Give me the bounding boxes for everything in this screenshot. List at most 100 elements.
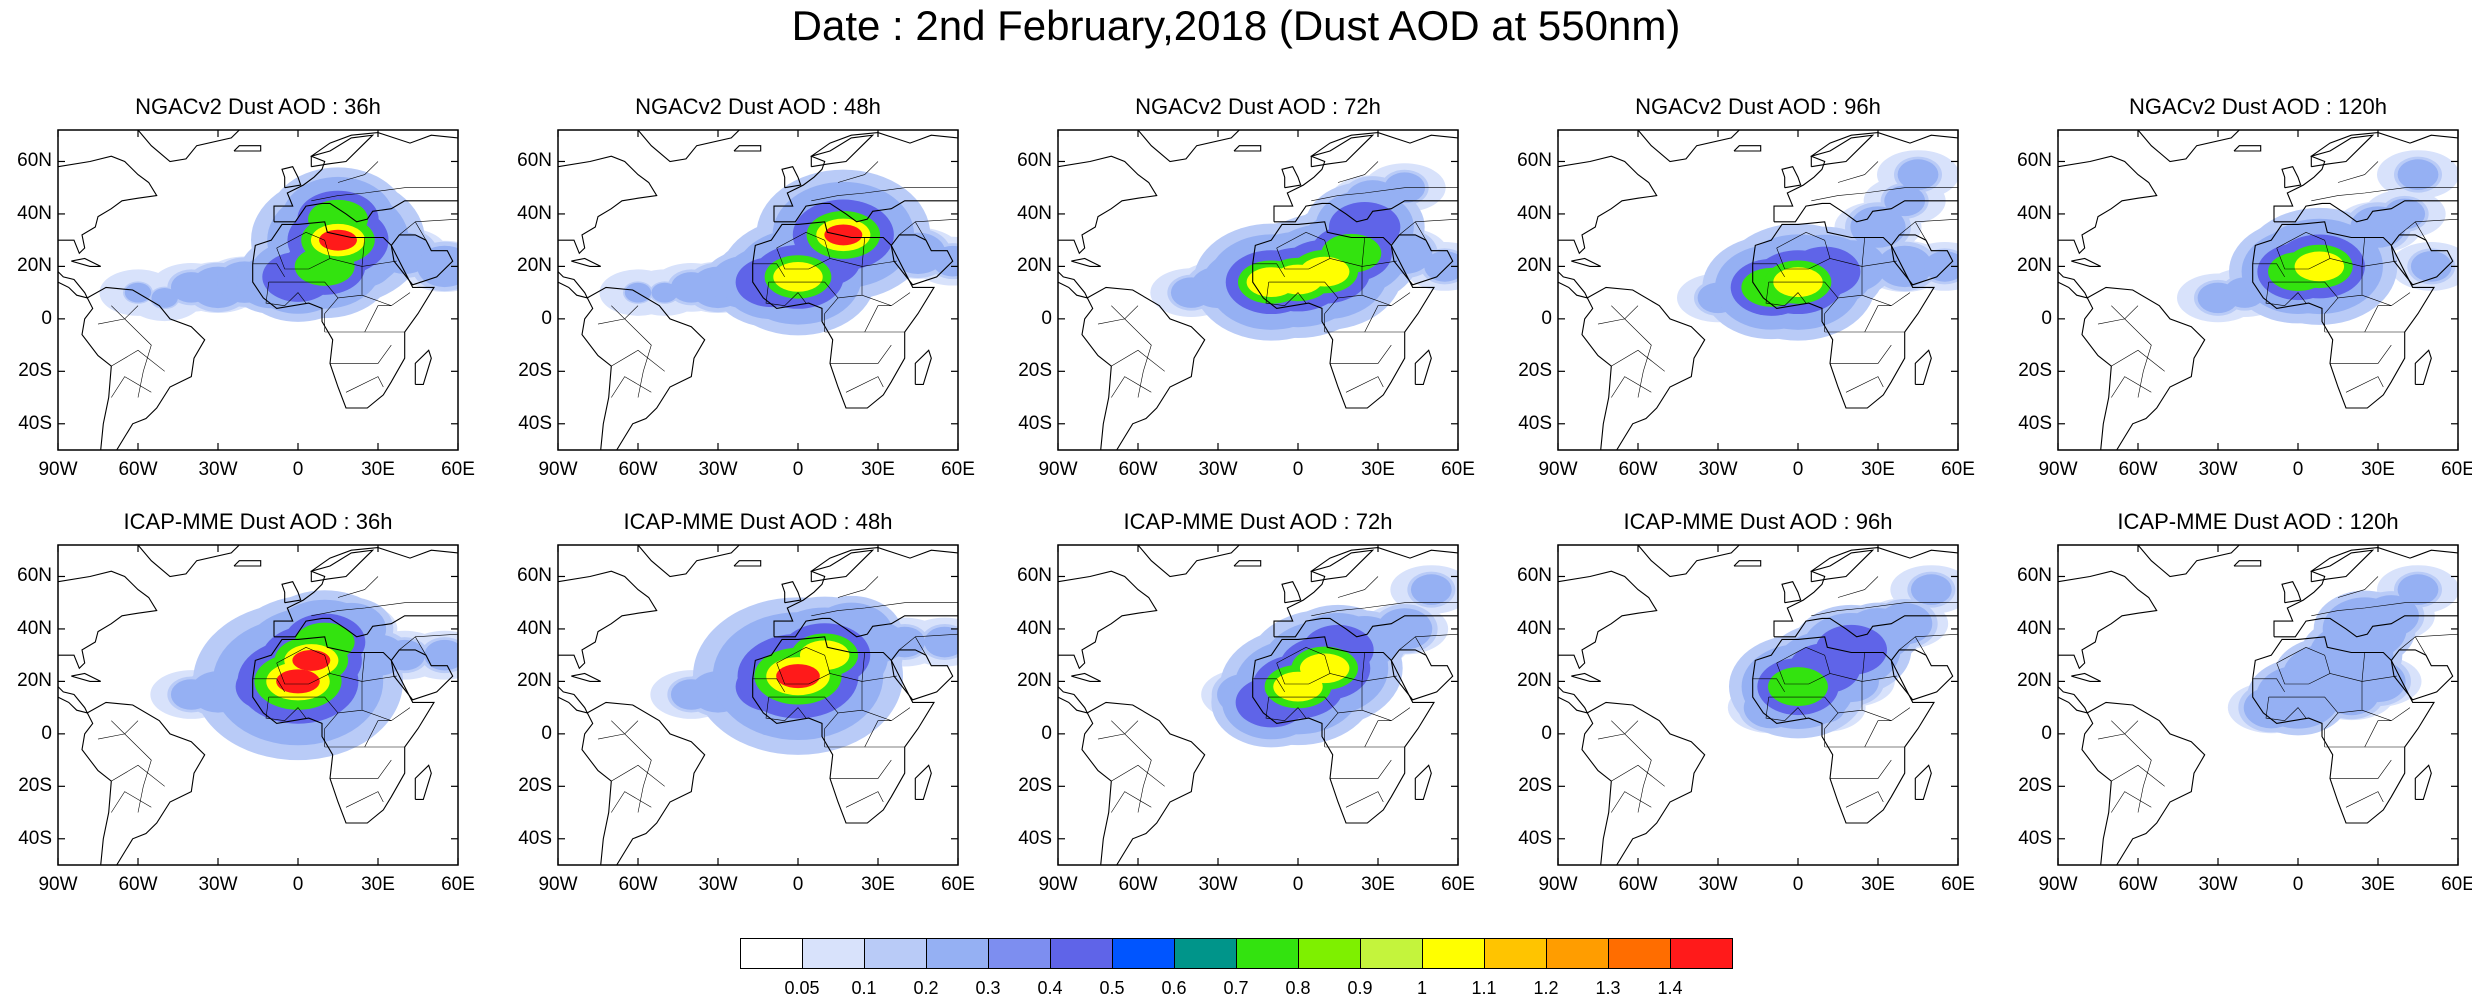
country-border <box>1776 646 1831 674</box>
lon-label: 60W <box>2118 459 2158 480</box>
country-border <box>111 791 152 813</box>
country-border <box>2111 305 2152 398</box>
coastline-greenland <box>637 545 740 578</box>
lon-label: 30E <box>861 874 895 895</box>
dust-contour <box>1424 251 1458 282</box>
lat-label: 40N <box>1517 202 1552 224</box>
lat-label: 40N <box>1017 202 1052 224</box>
lon-label: 60W <box>1618 459 1658 480</box>
lat-label: 40N <box>17 202 52 224</box>
lat-label: 20S <box>2018 360 2052 382</box>
coastline-namerica <box>2058 570 2158 670</box>
coastline-uk <box>2281 166 2302 189</box>
country-border <box>1611 349 1665 372</box>
country-border <box>824 297 839 332</box>
country-border <box>830 344 892 364</box>
coastline-samerica <box>1581 286 1706 450</box>
country-border <box>276 646 331 674</box>
country-border <box>1330 759 1392 779</box>
country-border <box>111 349 165 372</box>
dust-contour <box>2384 198 2426 230</box>
country-border <box>2111 764 2165 787</box>
country-border <box>1415 218 1458 223</box>
coastline-cuba <box>2071 672 2101 682</box>
lon-label: 90W <box>1538 459 1578 480</box>
coastline-namerica <box>1058 155 1158 255</box>
coastline-scan <box>1810 134 1875 168</box>
colorbar-label: 1.1 <box>1471 978 1497 998</box>
country-border <box>2337 576 2379 598</box>
country-border <box>1830 344 1892 364</box>
dust-contour <box>1768 667 1828 707</box>
lat-label: 0 <box>1041 307 1052 329</box>
country-border <box>1111 720 1152 813</box>
country-border <box>2345 791 2384 808</box>
country-border <box>265 697 307 722</box>
coastline-greenland <box>637 130 740 163</box>
colorbar-label: 0.3 <box>975 978 1001 998</box>
lat-label: 40N <box>1017 617 1052 639</box>
panel-title: ICAP-MME Dust AOD : 36h <box>123 509 393 534</box>
lat-label: 60N <box>17 150 52 172</box>
lat-label: 60N <box>517 565 552 587</box>
dust-aod-map <box>57 129 459 451</box>
lon-label: 0 <box>1292 459 1304 480</box>
lat-label: 40S <box>18 827 52 849</box>
dust-contour <box>292 649 331 671</box>
country-border <box>1611 720 1652 813</box>
coastline-namerica <box>2058 155 2158 255</box>
country-border <box>811 602 958 617</box>
dust-contour <box>1924 251 1958 282</box>
country-border <box>1361 707 1411 722</box>
country-border <box>864 720 892 748</box>
map-frame <box>557 129 959 451</box>
lon-label: 0 <box>1792 874 1804 895</box>
country-border <box>337 161 379 183</box>
lon-label: 60E <box>441 459 475 480</box>
country-border <box>1111 349 1165 372</box>
lat-label: 20N <box>17 670 52 692</box>
lat-label: 60N <box>1017 565 1052 587</box>
coastline-cuba <box>71 672 101 682</box>
lon-label: 30E <box>1861 874 1895 895</box>
country-border <box>2361 260 2397 267</box>
coastline-madag <box>1414 349 1432 385</box>
coastline-greenland <box>1137 545 1240 578</box>
country-border <box>2361 675 2397 682</box>
country-border <box>2345 376 2384 393</box>
dust-contour <box>276 669 320 694</box>
coastline-cuba <box>1071 672 1101 682</box>
coastline-scan <box>310 549 375 583</box>
country-border <box>345 376 384 393</box>
country-border <box>2268 247 2363 299</box>
dust-contour <box>1377 608 1433 650</box>
country-border <box>845 791 884 808</box>
coastline-europe <box>773 547 958 638</box>
country-border <box>2097 305 2139 325</box>
coastline-africa <box>752 221 935 409</box>
country-border <box>252 678 285 693</box>
country-border <box>864 305 892 333</box>
dust-contour <box>890 232 946 274</box>
country-border <box>1811 187 1958 202</box>
lat-label: 0 <box>41 307 52 329</box>
coastline-scan <box>1810 549 1875 583</box>
map-panel: ICAP-MME Dust AOD : 96h 60N 40N 20N 0 20S 40S 9… <box>1517 509 1975 895</box>
country-border <box>415 633 458 638</box>
country-border <box>1345 791 1384 808</box>
lat-label: 40N <box>517 202 552 224</box>
lat-label: 20S <box>1518 775 1552 797</box>
coastline-iceland <box>1733 145 1762 152</box>
coastline-iceland <box>2233 145 2262 152</box>
coastline-scan <box>310 134 375 168</box>
coastline-cuba <box>1071 257 1101 267</box>
country-border <box>324 712 339 747</box>
colorbar-label: 1 <box>1416 978 1427 998</box>
coastline-madag <box>2414 764 2432 800</box>
country-border <box>765 697 807 722</box>
country-border <box>364 720 392 748</box>
lat-label: 40N <box>2017 202 2052 224</box>
country-border <box>1611 376 1652 398</box>
country-border <box>1611 764 1665 787</box>
country-border <box>1824 297 1839 332</box>
